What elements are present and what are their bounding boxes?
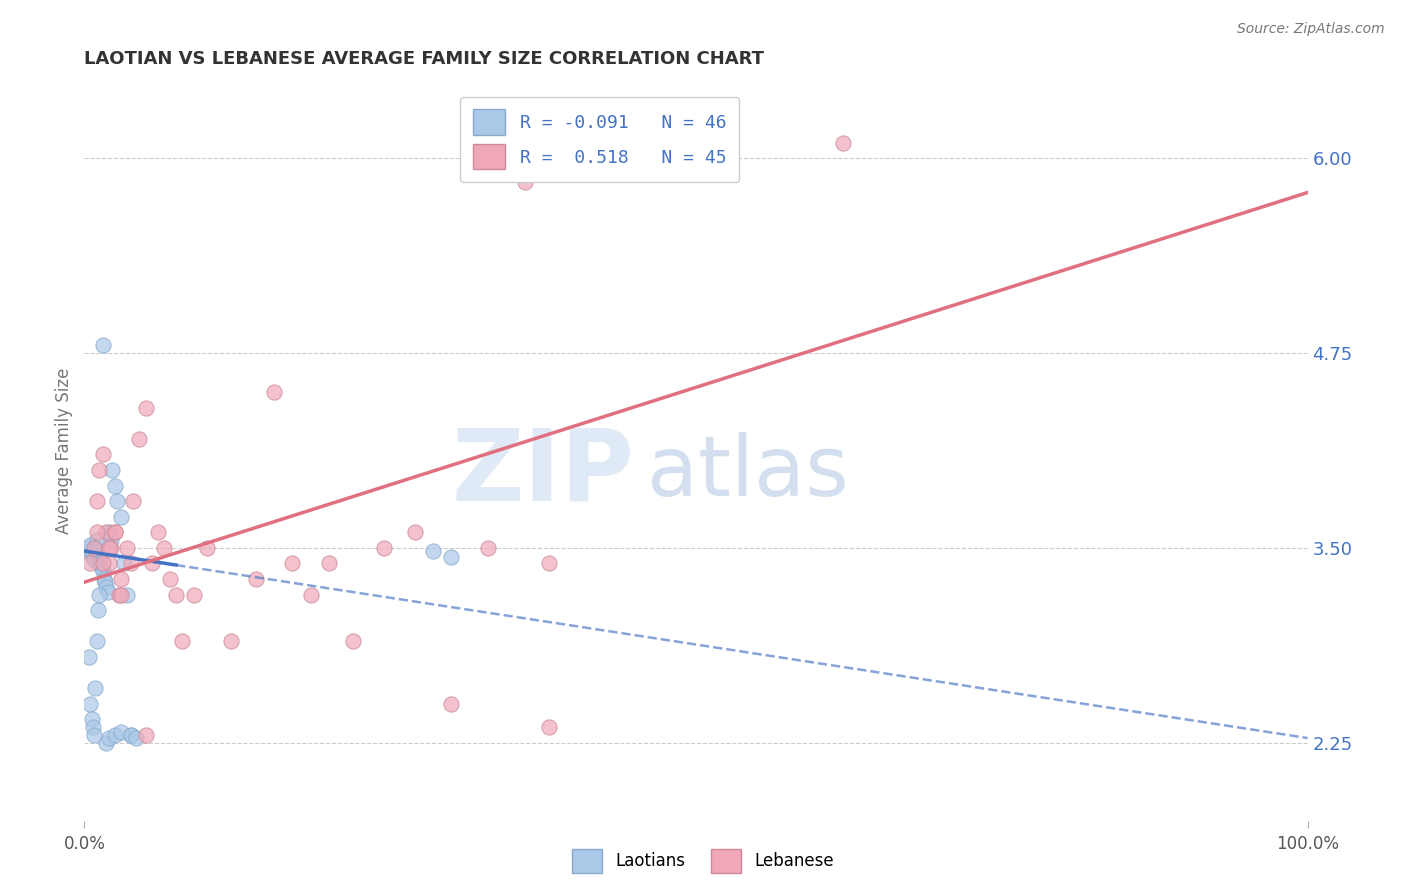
- Point: [80, 547, 103, 561]
- Point: [96, 736, 118, 750]
- Point: [477, 541, 499, 555]
- Point: [112, 557, 135, 571]
- Point: [83, 728, 105, 742]
- Point: [141, 557, 163, 571]
- Point: [831, 136, 853, 150]
- Point: [115, 541, 138, 555]
- Text: ZIP: ZIP: [451, 425, 636, 521]
- Text: atlas: atlas: [647, 432, 849, 513]
- Point: [281, 557, 304, 571]
- Point: [86, 541, 108, 555]
- Point: [120, 557, 142, 571]
- Point: [86, 494, 108, 508]
- Point: [146, 525, 169, 540]
- Point: [110, 588, 132, 602]
- Point: [87, 544, 110, 558]
- Point: [97, 584, 120, 599]
- Point: [538, 557, 561, 571]
- Point: [79, 538, 101, 552]
- Point: [86, 634, 108, 648]
- Point: [84, 541, 107, 555]
- Point: [87, 463, 110, 477]
- Point: [440, 697, 463, 711]
- Point: [87, 603, 110, 617]
- Y-axis label: Average Family Size: Average Family Size: [55, 368, 73, 533]
- Point: [105, 494, 128, 508]
- Point: [299, 588, 322, 602]
- Point: [93, 572, 115, 586]
- Point: [115, 588, 138, 602]
- Legend: R = -0.091   N = 46, R =  0.518   N = 45: R = -0.091 N = 46, R = 0.518 N = 45: [460, 96, 740, 182]
- Point: [159, 572, 181, 586]
- Point: [91, 564, 114, 578]
- Point: [97, 731, 120, 745]
- Legend: Laotians, Lebanese: Laotians, Lebanese: [565, 842, 841, 880]
- Point: [404, 525, 426, 540]
- Point: [120, 728, 142, 742]
- Text: Source: ZipAtlas.com: Source: ZipAtlas.com: [1237, 22, 1385, 37]
- Point: [318, 557, 340, 571]
- Point: [183, 588, 205, 602]
- Point: [422, 544, 444, 558]
- Point: [104, 525, 127, 540]
- Point: [86, 533, 108, 547]
- Point: [100, 541, 122, 555]
- Point: [373, 541, 395, 555]
- Point: [90, 559, 112, 574]
- Point: [219, 634, 242, 648]
- Point: [263, 384, 285, 399]
- Point: [107, 588, 129, 602]
- Point: [87, 549, 110, 563]
- Point: [110, 509, 132, 524]
- Point: [342, 634, 364, 648]
- Point: [97, 525, 120, 540]
- Point: [98, 528, 121, 542]
- Point: [89, 557, 111, 571]
- Point: [82, 550, 104, 565]
- Point: [91, 447, 114, 461]
- Point: [80, 712, 103, 726]
- Point: [77, 650, 100, 665]
- Point: [135, 728, 157, 742]
- Point: [100, 533, 122, 547]
- Point: [82, 720, 104, 734]
- Text: LAOTIAN VS LEBANESE AVERAGE FAMILY SIZE CORRELATION CHART: LAOTIAN VS LEBANESE AVERAGE FAMILY SIZE …: [84, 50, 765, 68]
- Point: [101, 463, 124, 477]
- Point: [79, 697, 101, 711]
- Point: [120, 728, 142, 742]
- Point: [125, 731, 148, 745]
- Point: [96, 580, 118, 594]
- Point: [245, 572, 267, 586]
- Point: [153, 541, 176, 555]
- Point: [104, 478, 127, 492]
- Point: [86, 525, 108, 540]
- Point: [79, 557, 101, 571]
- Point: [91, 557, 114, 571]
- Point: [110, 572, 132, 586]
- Point: [538, 720, 561, 734]
- Point: [122, 494, 145, 508]
- Point: [135, 401, 157, 415]
- Point: [104, 728, 127, 742]
- Point: [97, 557, 120, 571]
- Point: [96, 525, 118, 540]
- Point: [83, 553, 105, 567]
- Point: [104, 525, 127, 540]
- Point: [87, 588, 110, 602]
- Point: [91, 338, 114, 352]
- Point: [128, 432, 150, 446]
- Point: [165, 588, 187, 602]
- Point: [195, 541, 218, 555]
- Point: [513, 175, 536, 189]
- Point: [94, 575, 117, 590]
- Point: [97, 541, 120, 555]
- Point: [83, 541, 105, 555]
- Point: [84, 681, 107, 695]
- Point: [440, 550, 463, 565]
- Point: [110, 724, 132, 739]
- Point: [77, 544, 100, 558]
- Point: [77, 541, 100, 555]
- Point: [172, 634, 194, 648]
